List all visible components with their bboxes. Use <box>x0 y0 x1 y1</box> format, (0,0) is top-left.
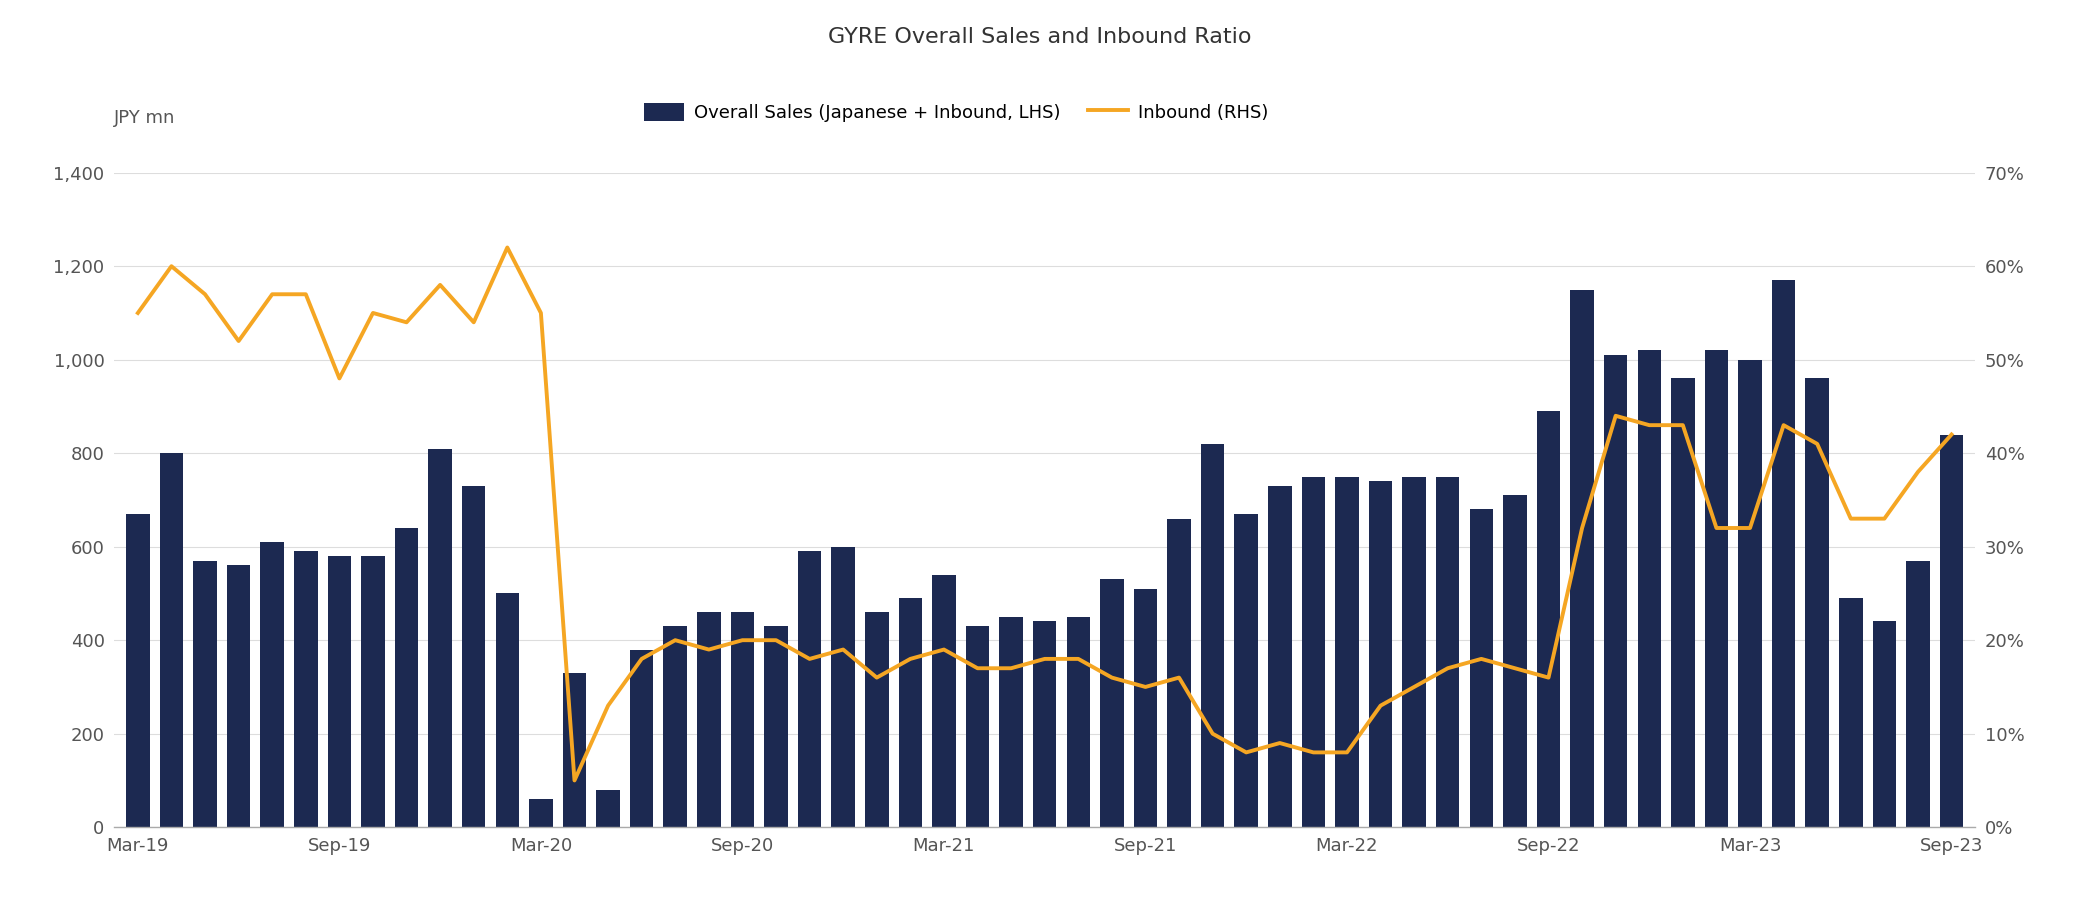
Bar <box>160 454 183 827</box>
Bar <box>1738 360 1761 827</box>
Bar <box>798 552 821 827</box>
Bar <box>931 574 956 827</box>
Text: JPY mn: JPY mn <box>114 109 177 127</box>
Bar <box>730 612 755 827</box>
Bar <box>1067 617 1089 827</box>
Bar <box>1403 476 1426 827</box>
Bar <box>1906 561 1929 827</box>
Bar <box>1301 476 1324 827</box>
Bar <box>663 626 686 827</box>
Bar <box>495 594 520 827</box>
Bar <box>1100 579 1123 827</box>
Bar <box>597 790 620 827</box>
Text: GYRE Overall Sales and Inbound Ratio: GYRE Overall Sales and Inbound Ratio <box>827 27 1252 47</box>
Bar <box>530 799 553 827</box>
Bar <box>967 626 990 827</box>
Bar <box>1805 378 1830 827</box>
Bar <box>1235 514 1258 827</box>
Bar <box>1268 486 1291 827</box>
Legend: Overall Sales (Japanese + Inbound, LHS), Inbound (RHS): Overall Sales (Japanese + Inbound, LHS),… <box>636 95 1277 129</box>
Bar <box>227 565 249 827</box>
Bar <box>1705 350 1728 827</box>
Bar <box>1503 495 1526 827</box>
Bar <box>1603 355 1628 827</box>
Bar <box>1000 617 1023 827</box>
Bar <box>765 626 788 827</box>
Bar <box>193 561 216 827</box>
Bar <box>293 552 318 827</box>
Bar <box>1202 444 1225 827</box>
Bar <box>127 514 150 827</box>
Bar <box>1368 481 1393 827</box>
Bar <box>696 612 721 827</box>
Bar <box>1940 435 1963 827</box>
Bar <box>898 598 923 827</box>
Bar <box>328 556 351 827</box>
Bar <box>1536 411 1559 827</box>
Bar <box>1771 280 1796 827</box>
Bar <box>1840 598 1863 827</box>
Bar <box>1470 509 1493 827</box>
Bar <box>395 528 418 827</box>
Bar <box>462 486 486 827</box>
Bar <box>1638 350 1661 827</box>
Bar <box>428 448 451 827</box>
Bar <box>1166 519 1191 827</box>
Bar <box>1335 476 1360 827</box>
Bar <box>630 650 653 827</box>
Bar <box>1672 378 1694 827</box>
Bar <box>1873 622 1896 827</box>
Bar <box>362 556 385 827</box>
Bar <box>1033 622 1056 827</box>
Bar <box>563 673 586 827</box>
Bar <box>1437 476 1459 827</box>
Bar <box>865 612 888 827</box>
Bar <box>1133 589 1158 827</box>
Bar <box>832 546 854 827</box>
Bar <box>1570 290 1595 827</box>
Bar <box>260 542 285 827</box>
